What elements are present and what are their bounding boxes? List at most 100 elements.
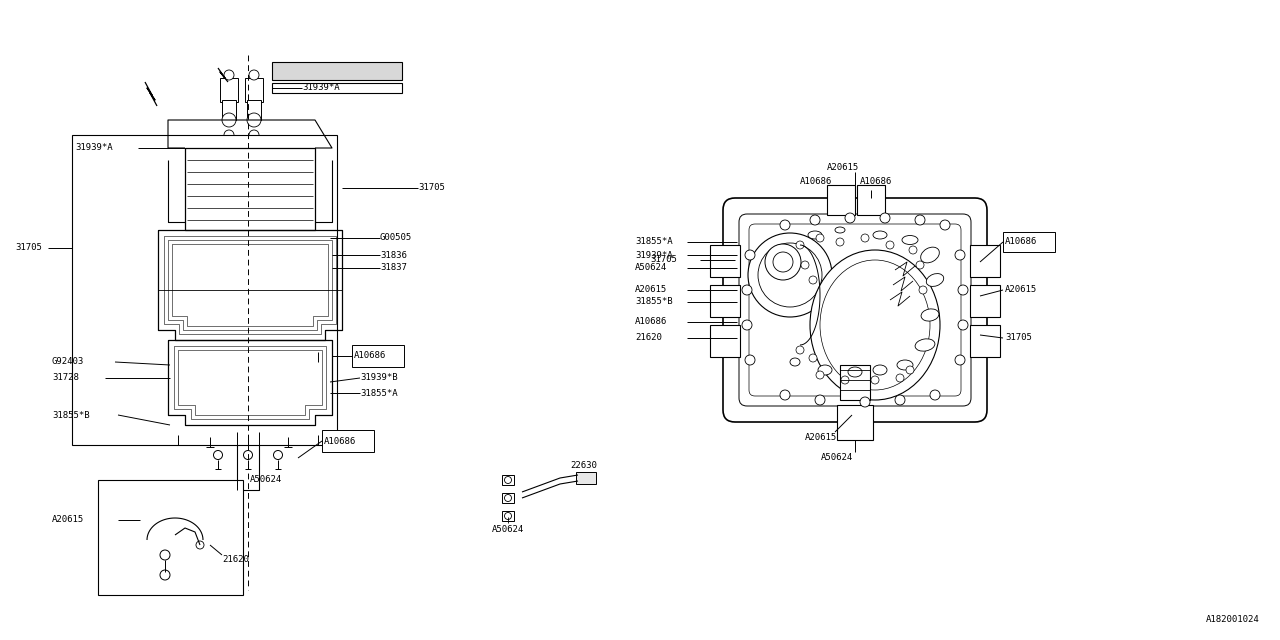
Ellipse shape: [835, 227, 845, 233]
Circle shape: [801, 261, 809, 269]
Circle shape: [915, 215, 925, 225]
Bar: [827, 185, 855, 215]
Text: G00505: G00505: [380, 234, 412, 243]
Ellipse shape: [808, 231, 822, 239]
Circle shape: [796, 241, 804, 249]
Bar: [273, 83, 402, 93]
Circle shape: [809, 354, 817, 362]
Circle shape: [504, 495, 512, 502]
Circle shape: [253, 279, 266, 291]
Circle shape: [278, 278, 292, 292]
Circle shape: [324, 364, 332, 372]
Text: 31939*B: 31939*B: [360, 374, 398, 383]
Circle shape: [919, 286, 927, 294]
Circle shape: [243, 451, 252, 460]
Circle shape: [955, 355, 965, 365]
Circle shape: [955, 250, 965, 260]
Circle shape: [160, 570, 170, 580]
Bar: [244, 78, 262, 102]
Bar: [283, 150, 308, 165]
Circle shape: [940, 220, 950, 230]
Circle shape: [283, 427, 293, 437]
Ellipse shape: [818, 365, 832, 375]
Circle shape: [168, 380, 177, 388]
Text: A50624: A50624: [820, 454, 854, 463]
Ellipse shape: [188, 258, 221, 278]
Text: 31705: 31705: [15, 243, 42, 253]
Ellipse shape: [270, 251, 310, 273]
Circle shape: [243, 425, 253, 435]
Text: A50624: A50624: [635, 264, 667, 273]
Bar: [230, 148, 275, 166]
Circle shape: [266, 356, 274, 364]
FancyBboxPatch shape: [723, 198, 987, 422]
Bar: [323, 430, 374, 452]
Ellipse shape: [810, 250, 940, 400]
Ellipse shape: [873, 365, 887, 375]
Text: A20615: A20615: [827, 163, 859, 173]
Text: G92403: G92403: [52, 358, 84, 367]
Circle shape: [173, 425, 183, 435]
Text: 31939*A: 31939*A: [76, 143, 113, 152]
Circle shape: [324, 396, 332, 404]
Text: 31837: 31837: [380, 264, 407, 273]
Circle shape: [328, 351, 335, 359]
Circle shape: [745, 355, 755, 365]
Text: 31705: 31705: [650, 255, 677, 264]
Ellipse shape: [927, 273, 943, 287]
Bar: [352, 345, 404, 367]
Text: A50624: A50624: [492, 525, 524, 534]
Bar: [247, 100, 261, 120]
Circle shape: [221, 291, 229, 299]
Bar: [970, 245, 1000, 277]
Circle shape: [896, 374, 904, 382]
Text: A20615: A20615: [52, 515, 84, 525]
Circle shape: [957, 285, 968, 295]
Bar: [840, 365, 870, 400]
Circle shape: [860, 397, 870, 407]
Ellipse shape: [790, 358, 800, 366]
Circle shape: [817, 371, 824, 379]
Bar: [710, 245, 740, 277]
Circle shape: [765, 244, 801, 280]
Circle shape: [815, 395, 826, 405]
Text: 22630: 22630: [570, 461, 596, 470]
Text: 31855*B: 31855*B: [635, 298, 672, 307]
Ellipse shape: [902, 236, 918, 244]
Text: 31855*B: 31855*B: [52, 410, 90, 419]
FancyBboxPatch shape: [749, 224, 961, 396]
Circle shape: [809, 276, 817, 284]
Ellipse shape: [849, 367, 861, 377]
Text: A10686: A10686: [800, 177, 832, 186]
Text: 31836: 31836: [380, 250, 407, 259]
Circle shape: [324, 348, 332, 356]
Circle shape: [279, 376, 291, 388]
Text: 31855*A: 31855*A: [360, 388, 398, 397]
Circle shape: [931, 390, 940, 400]
Text: 31728: 31728: [52, 374, 79, 383]
Circle shape: [886, 241, 893, 249]
Text: A20615: A20615: [635, 285, 667, 294]
Circle shape: [247, 113, 261, 127]
Circle shape: [745, 250, 755, 260]
Ellipse shape: [239, 269, 257, 281]
Ellipse shape: [873, 231, 887, 239]
Circle shape: [236, 350, 244, 360]
Bar: [193, 150, 218, 165]
Bar: [837, 405, 873, 440]
Circle shape: [250, 130, 259, 140]
Circle shape: [243, 383, 253, 393]
Circle shape: [160, 550, 170, 560]
Text: A10686: A10686: [355, 351, 387, 360]
Circle shape: [204, 379, 216, 391]
Circle shape: [742, 320, 753, 330]
Bar: [502, 511, 515, 521]
Circle shape: [200, 283, 210, 293]
Text: A182001024: A182001024: [1206, 616, 1260, 625]
Circle shape: [504, 477, 512, 483]
Circle shape: [780, 220, 790, 230]
Circle shape: [168, 364, 177, 372]
Text: 31705: 31705: [419, 184, 445, 193]
Circle shape: [895, 395, 905, 405]
Bar: [710, 325, 740, 357]
